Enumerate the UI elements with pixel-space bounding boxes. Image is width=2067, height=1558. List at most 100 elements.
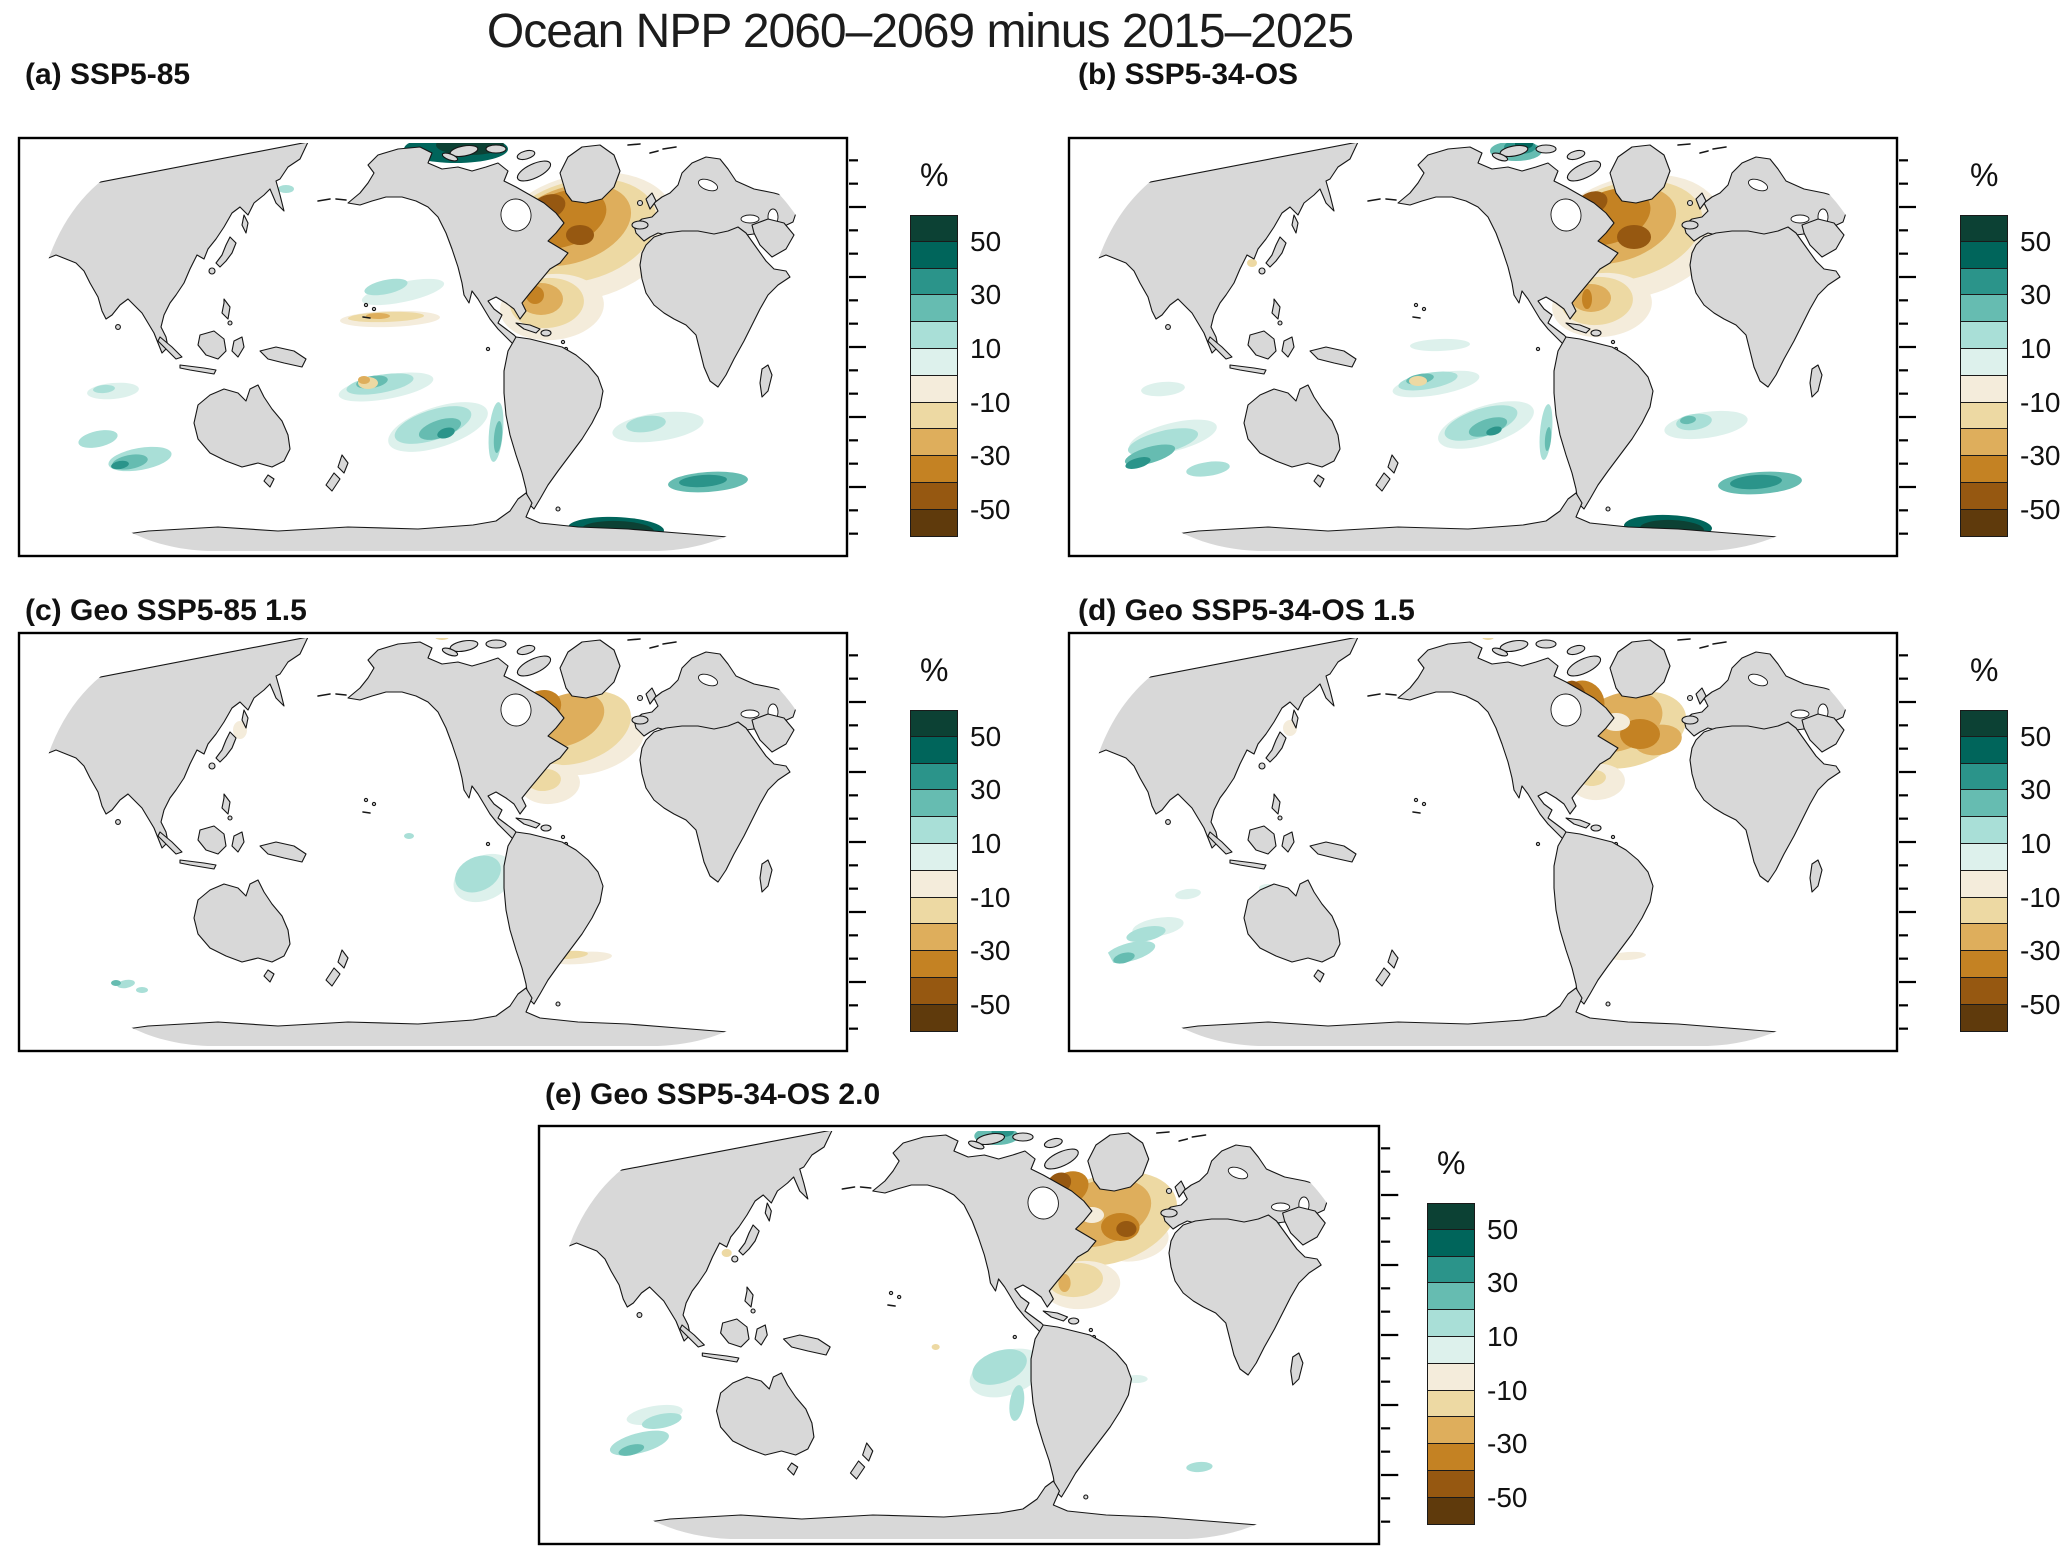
colorbar-cell [910,736,958,764]
colorbar-tick-label: -50 [2020,493,2061,525]
colorbar-tick-label: -30 [1487,1428,1528,1460]
colorbar-cell [910,817,958,844]
colorbar-cell [1960,790,2008,818]
colorbar-tick-label: -10 [970,881,1011,913]
anomaly-blob [1730,474,1782,490]
colorbar-tick-label: 30 [2020,774,2052,806]
colorbar-cells [910,215,958,537]
colorbar-cell [910,1004,958,1032]
anomaly-blob [1175,888,1201,900]
colorbar-cell [1960,402,2008,430]
colorbar-cell [910,402,958,430]
anomaly-blob [361,278,445,306]
latitude-ticks [849,159,866,535]
colorbar-cell [1960,215,2008,242]
colorbar-tick-label: -30 [970,440,1011,472]
colorbar-cell [1427,1444,1475,1471]
colorbar-tick-label: 10 [970,333,1002,364]
anomaly-blob [1247,259,1257,267]
anomaly-blob [972,1349,1027,1385]
colorbar-cell [1427,1363,1475,1391]
anomaly-blob [78,430,118,448]
anomaly-blob [117,979,135,989]
colorbar-cell [1960,977,2008,1005]
latitude-ticks [849,654,866,1030]
colorbar-unit: % [920,652,949,688]
colorbar-tick-label: 50 [2020,720,2052,752]
anomaly-blob [618,1444,645,1456]
colorbar-tick-label: 10 [970,828,1002,859]
colorbar-tick-label: -10 [1487,1374,1528,1406]
colorbar-cell [910,710,958,737]
colorbar-cell [1960,870,2008,898]
colorbar-cell [1427,1256,1475,1284]
anomaly-blob [404,833,414,839]
panel-label-b: (b) SSP5-34-OS [1078,58,1299,91]
anomaly-blob [721,1249,732,1257]
anomaly-blob [1544,427,1552,451]
panel-label-a: (a) SSP5-85 [25,58,191,91]
colorbar-unit: % [1970,652,1999,688]
colorbar-cells [1960,215,2008,537]
colorbar-tick-label: -30 [2020,935,2061,967]
anomaly-blob [1113,952,1135,964]
panel-label-d: (d) Geo SSP5-34-OS 1.5 [1078,594,1415,627]
colorbar-cell [910,241,958,269]
anomaly-blob [1125,457,1151,469]
colorbar-cell [1960,951,2008,978]
anomaly-blob [1482,638,1494,640]
colorbar-cell [910,977,958,1005]
anomaly-blob [1680,415,1696,425]
anomaly-blob [931,1344,940,1350]
anomaly-blob [1620,719,1660,749]
colorbar-cell [910,870,958,898]
colorbar-tick-label: -50 [970,493,1011,525]
colorbar-tick-label: 30 [970,774,1002,806]
anomaly-blob [493,421,503,453]
colorbar-cell [910,215,958,242]
colorbar-cell [910,348,958,376]
panel-label-e: (e) Geo SSP5-34-OS 2.0 [545,1078,881,1111]
anomaly-blob [1186,461,1230,477]
colorbar-tick-label: 10 [2020,333,2052,364]
colorbar-cell [1960,1004,2008,1032]
colorbar-cell [1427,1310,1475,1337]
colorbar-cell [910,763,958,791]
colorbar-cell [1960,482,2008,510]
colorbar-cell [910,456,958,483]
anomaly-blob [1409,376,1427,386]
map-panel-c [17,631,866,1053]
colorbar-cells [1427,1203,1475,1525]
colorbar-tick-label: 50 [2020,225,2052,257]
colorbar-cell [910,429,958,457]
colorbar-cell [910,897,958,925]
anomaly-blob [233,721,247,739]
colorbar-tick-label: -30 [2020,440,2061,472]
colorbar-cell [910,951,958,978]
colorbar-cell [1960,763,2008,791]
colorbar-unit: % [1970,157,1999,193]
colorbar-tick-label: -50 [2020,988,2061,1020]
colorbar-tick-label: 10 [1487,1321,1519,1352]
colorbar-cell [1960,456,2008,483]
anomaly-blob [1486,426,1502,436]
colorbar-cells [1960,710,2008,1032]
anomaly-blob [1141,381,1185,397]
colorbar-cell [1427,1336,1475,1364]
colorbar-cell [1427,1203,1475,1230]
map-panel-d [1067,631,1916,1053]
latitude-ticks [1899,654,1916,1030]
anomaly-blob [435,638,449,640]
anomaly-blob [641,1412,682,1430]
colorbar-tick-label: 30 [2020,279,2052,311]
anomaly-blob [93,384,115,394]
anomaly-blob [1104,941,1156,963]
anomaly-blob [111,980,121,986]
colorbar-cell [1960,375,2008,403]
latitude-ticks [1381,1147,1399,1523]
colorbar-cell [910,322,958,349]
anomaly-blob [136,987,148,993]
anomaly-blob [418,418,462,440]
colorbar-cell [1427,1229,1475,1257]
